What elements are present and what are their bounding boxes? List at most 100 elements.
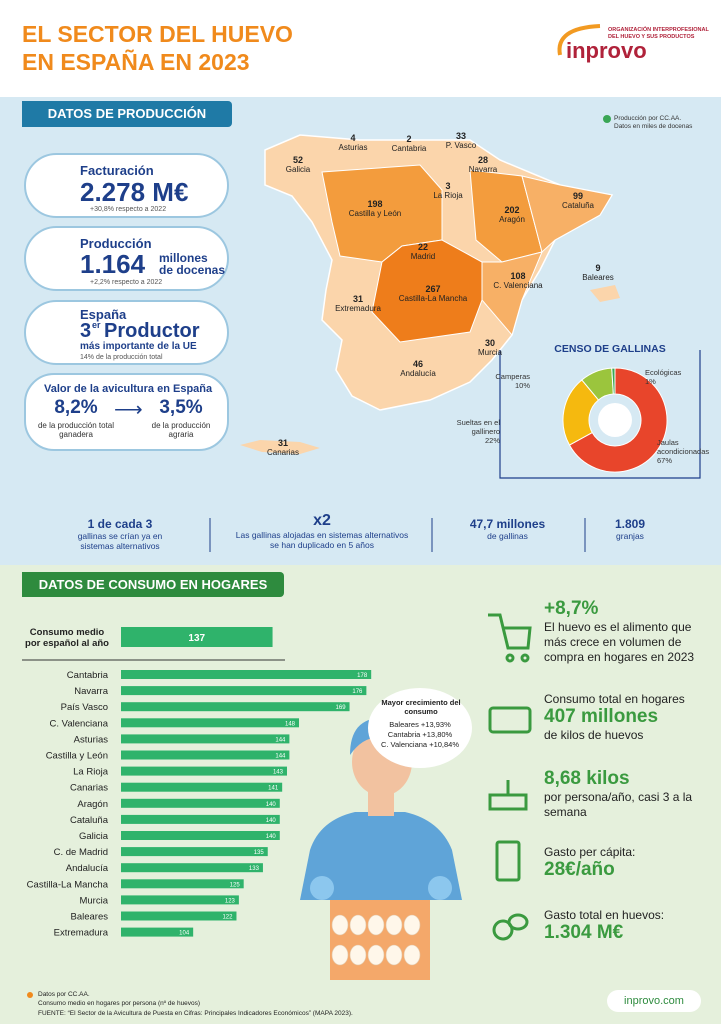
- bar-label: La Rioja: [73, 767, 109, 778]
- icons: [488, 613, 532, 941]
- average-label: Consumo medio por español al año: [25, 627, 109, 649]
- highlight: Gasto per cápita: 28€/año: [544, 845, 716, 881]
- highlight: 8,68 kilos por persona/año, casi 3 a la …: [544, 768, 694, 820]
- donut-segment: [568, 367, 668, 473]
- bar-value: 122: [222, 915, 233, 921]
- highlight-text: El huevo es el alimento que más crece en…: [544, 620, 695, 664]
- region-name: Madrid: [410, 252, 436, 261]
- fact-text: Las gallinas alojadas en sistemas altern…: [235, 530, 409, 550]
- bar: [121, 750, 290, 760]
- fact: 1 de cada 3 gallinas se crían ya en sist…: [30, 517, 210, 551]
- region-value: 3: [445, 181, 451, 191]
- share-title: Valor de la avicultura en España: [44, 383, 213, 395]
- bar: [121, 670, 372, 679]
- bar-value: 141: [268, 786, 279, 792]
- highlight: Consumo total en hogares 407 millones de…: [544, 692, 716, 742]
- region-value: 33: [455, 131, 466, 141]
- share-label: de la producción agraria: [151, 421, 211, 439]
- bar-value: 148: [285, 721, 296, 727]
- bar-label: Castilla-La Mancha: [27, 879, 109, 890]
- value-label: 67%: [657, 456, 673, 465]
- region-value: 99: [572, 191, 583, 201]
- region-value: 4: [350, 133, 356, 143]
- region-name: Asturias: [338, 143, 368, 152]
- fact: 1.809 granjas: [590, 517, 670, 541]
- highlight-text: de kilos de huevos: [544, 728, 644, 742]
- map-legend: Producción por CC.AA. Datos en miles de …: [614, 115, 692, 131]
- highlight-label: Consumo total en hogares: [544, 692, 685, 706]
- bar: [121, 718, 300, 728]
- share-value: 3,5%: [159, 397, 203, 418]
- bar: [121, 798, 280, 808]
- logo: inprovo: [566, 38, 647, 63]
- footer-notes: Datos por CC.AA. Consumo medio en hogare…: [38, 990, 200, 1008]
- bar-label: Canarias: [70, 783, 108, 794]
- logo-swoosh: [557, 24, 601, 56]
- bar: [121, 879, 244, 889]
- census-title: CENSO DE GALLINAS: [545, 343, 675, 355]
- bar: [121, 766, 287, 776]
- region-name: C. Valenciana: [493, 281, 543, 290]
- card-rank: España 3 er Productor más importante de …: [24, 300, 229, 365]
- bar: [121, 782, 283, 792]
- rank-note: 14% de la producción total: [80, 354, 163, 361]
- bar-value: 144: [275, 737, 286, 743]
- donut-center: [598, 403, 632, 437]
- bar-label: C. Valenciana: [50, 718, 109, 729]
- bar-value: 125: [230, 882, 241, 888]
- tagline-line: DEL HUEVO Y SUS PRODUCTOS: [608, 34, 695, 40]
- region-value: 31: [352, 294, 363, 304]
- bar-label: Navarra: [74, 686, 109, 697]
- bar-value: 169: [336, 705, 347, 711]
- category: Ecológicas: [645, 368, 682, 377]
- callout-line: Cantabria +13,80%: [387, 730, 453, 739]
- bar-value: 123: [225, 898, 236, 904]
- region-name: Andalucía: [400, 369, 436, 378]
- region-name: La Rioja: [433, 191, 463, 200]
- legend-line: Datos en miles de docenas: [614, 123, 693, 130]
- highlight-label: Gasto per cápita:: [544, 845, 636, 859]
- bar: [121, 847, 268, 857]
- url[interactable]: inprovo.com: [624, 995, 684, 1007]
- region-value: 22: [417, 242, 428, 252]
- card-output: Producción 1.164 millones de docenas +2,…: [24, 226, 229, 291]
- highlight-value: 1.304 M€: [544, 922, 624, 943]
- card-label: Producción: [80, 236, 152, 251]
- note: Datos por CC.AA.: [38, 991, 90, 998]
- rank-title: Productor: [104, 320, 200, 342]
- bar-label: Murcia: [79, 895, 108, 906]
- note-dot: [27, 992, 33, 998]
- bar-label: Aragón: [77, 799, 108, 810]
- section-heading: DATOS DE PRODUCCIÓN: [22, 101, 232, 127]
- bar-label: Galicia: [79, 831, 109, 842]
- tagline-line: ORGANIZACIÓN INTERPROFESIONAL: [608, 27, 709, 33]
- region-name: Castilla-La Mancha: [398, 294, 468, 303]
- bar-label: Andalucía: [66, 863, 109, 874]
- callout-title: Mayor crecimiento del consumo: [381, 698, 461, 716]
- census-label: Ecológicas 1%: [645, 368, 715, 386]
- bar-label: Asturias: [74, 734, 109, 745]
- highlight-text: por persona/año, casi 3 a la semana: [544, 790, 693, 819]
- bar: [121, 702, 350, 712]
- donut-segment: [611, 367, 616, 395]
- card-value: 2.278 M€: [80, 177, 189, 207]
- bar-value: 104: [179, 931, 190, 937]
- callout-bubble: [368, 688, 472, 768]
- region-value: 52: [292, 155, 303, 165]
- share-value: 8,2%: [54, 397, 98, 418]
- rank-suffix: er: [92, 320, 101, 330]
- census-label: Jaulas acondicionadas 67%: [657, 438, 721, 465]
- region-name: Murcia: [477, 348, 502, 357]
- fact-value: x2: [313, 512, 331, 529]
- callout-line: C. Valenciana +10,84%: [380, 740, 460, 749]
- share-label: de la producción total ganadera: [37, 421, 115, 439]
- highlight: Gasto total en huevos: 1.304 M€: [544, 908, 716, 944]
- region-name: Castilla y León: [348, 209, 402, 218]
- fact-text: de gallinas: [487, 531, 528, 541]
- map-baleares: [590, 285, 620, 302]
- callout-lines: Baleares +13,93% Cantabria +13,80% C. Va…: [370, 720, 470, 750]
- fact-value: 1 de cada 3: [87, 517, 153, 531]
- region-name: Galicia: [285, 165, 311, 174]
